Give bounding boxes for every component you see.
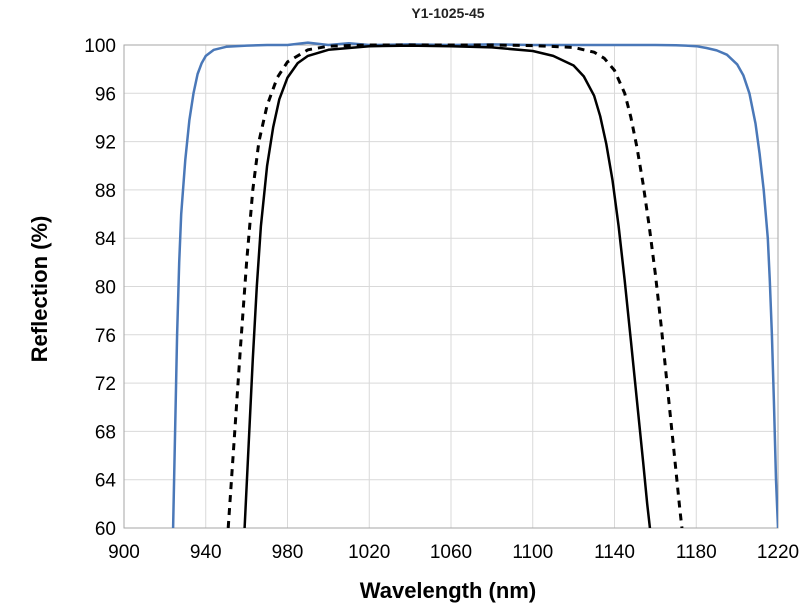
x-tick-labels: 900 940 980 1020 1060 1100 1140 1180 1220 bbox=[108, 542, 799, 563]
y-tick-label: 96 bbox=[95, 84, 116, 105]
y-tick-label: 72 bbox=[95, 374, 116, 395]
series-line-3 bbox=[243, 44, 652, 528]
y-tick-label: 100 bbox=[84, 36, 116, 57]
y-tick-label: 80 bbox=[95, 278, 116, 299]
x-tick-label: 1020 bbox=[348, 542, 390, 563]
x-tick-label: 1220 bbox=[757, 542, 799, 563]
x-axis-label: Wavelength (nm) bbox=[360, 578, 536, 603]
x-tick-label: 900 bbox=[108, 542, 140, 563]
x-tick-label: 1100 bbox=[512, 542, 553, 563]
x-tick-label: 1140 bbox=[594, 542, 635, 563]
x-tick-label: 940 bbox=[190, 542, 222, 563]
y-tick-label: 76 bbox=[95, 326, 116, 347]
series-group bbox=[171, 41, 778, 528]
y-tick-label: 92 bbox=[95, 133, 116, 154]
x-tick-label: 1060 bbox=[430, 542, 472, 563]
series-line-2 bbox=[226, 43, 684, 528]
x-tick-label: 980 bbox=[272, 542, 304, 563]
chart-title: Y1-1025-45 bbox=[411, 5, 484, 21]
y-tick-label: 68 bbox=[95, 422, 116, 443]
y-tick-label: 88 bbox=[95, 181, 116, 202]
x-tick-label: 1180 bbox=[676, 542, 717, 563]
y-tick-label: 60 bbox=[95, 519, 116, 540]
grid-lines bbox=[123, 44, 779, 529]
y-tick-labels: 60 64 68 72 76 80 84 88 92 96 100 bbox=[84, 36, 116, 540]
y-tick-label: 84 bbox=[95, 229, 117, 250]
series-line-1 bbox=[171, 41, 778, 528]
y-axis-label: Reflection (%) bbox=[27, 216, 52, 363]
y-tick-label: 64 bbox=[95, 471, 117, 492]
